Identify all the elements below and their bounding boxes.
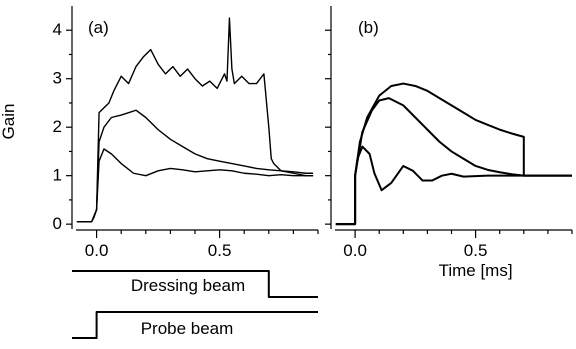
x-tick-label: 0.0 [85,241,109,260]
x-tick-label: 0.0 [343,241,367,260]
x-tick-label: 0.5 [208,241,232,260]
y-tick-label: 3 [53,69,62,88]
y-tick-label: 0 [53,214,62,233]
y-tick-label: 2 [53,117,62,136]
y-axis-label: Gain [0,104,18,140]
y-tick-label: 4 [53,20,62,39]
panel-label: (b) [358,18,379,37]
series-line-3 [76,148,314,223]
panel-label: (a) [88,18,109,37]
panel-a: 0 1 2 3 4 0.0 0.5 (a) Gain Dressing beam Probe bea… [0,6,319,339]
panel-b: 0.0 0.5 (b) Time [ms] [325,6,573,280]
x-axis-label: Time [ms] [439,261,513,280]
series-line-3 [335,145,572,226]
series-line-1 [76,17,314,223]
timing-label: Probe beam [141,319,234,338]
y-tick-label: 1 [53,166,62,185]
timing-line-1 [72,270,318,298]
timing-label: Dressing beam [131,276,245,295]
timing-line-2 [72,311,318,339]
x-tick-label: 0.5 [464,241,488,260]
series-line-2 [76,109,314,223]
